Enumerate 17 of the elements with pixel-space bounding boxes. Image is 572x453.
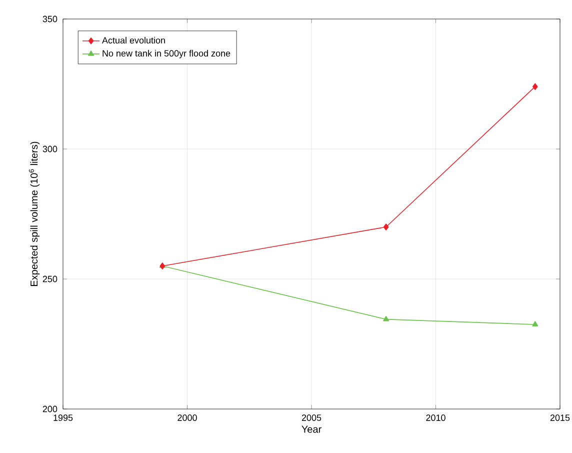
- legend-label: No new tank in 500yr flood zone: [102, 50, 230, 58]
- y-tick-label: 300: [42, 146, 58, 152]
- y-axis-title: Expected spill volume (10$^{6}$ liters): [29, 142, 40, 286]
- y-tick-label: 250: [42, 276, 58, 282]
- point: [532, 321, 538, 326]
- x-tick-label: 2015: [550, 414, 570, 421]
- legend-label: Actual evolution: [102, 36, 165, 44]
- point: [532, 83, 538, 90]
- x-axis-title: Year: [302, 426, 322, 433]
- x-tick-label: 2010: [426, 414, 446, 421]
- point: [383, 316, 390, 322]
- y-tick-label: 200: [42, 406, 58, 412]
- point: [383, 224, 389, 230]
- x-tick-label: 1995: [54, 414, 73, 421]
- x-tick-label: 2000: [178, 414, 197, 421]
- x-tick-label: 2005: [302, 414, 322, 421]
- y-tick-label: 350: [42, 16, 58, 22]
